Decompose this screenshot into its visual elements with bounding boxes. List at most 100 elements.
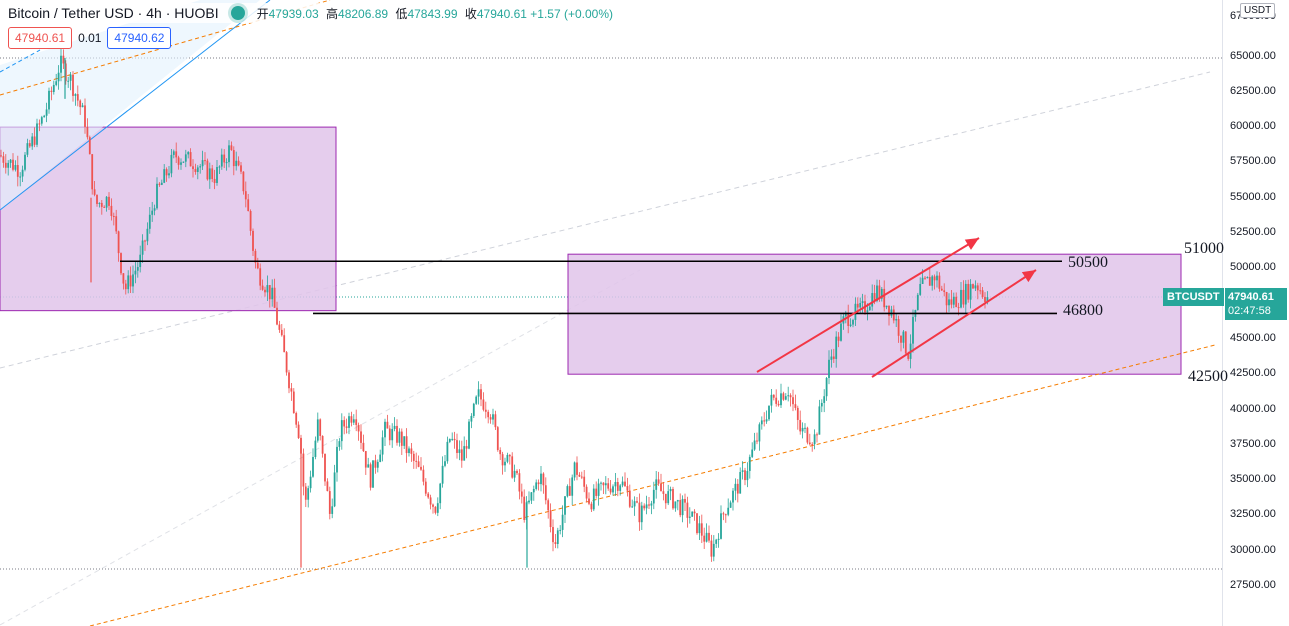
candle-body — [571, 477, 574, 496]
candle-body — [561, 514, 564, 530]
candle-body — [321, 435, 324, 454]
candle-body — [403, 436, 406, 446]
candle-body — [182, 161, 185, 163]
candle-body — [537, 482, 540, 485]
currency-label[interactable]: USDT — [1240, 3, 1276, 18]
candle-body — [585, 486, 588, 499]
candle-body — [187, 152, 190, 155]
candle-body — [669, 489, 672, 492]
candle-body — [292, 391, 295, 414]
last-price-tag: 47940.61 02:47:58 — [1225, 288, 1287, 320]
candle-body — [825, 377, 828, 397]
candle-body — [127, 275, 130, 290]
candle-body — [103, 206, 106, 208]
candle-body — [408, 448, 410, 454]
candle-body — [964, 283, 967, 305]
candle-body — [804, 427, 806, 429]
candle-body — [199, 166, 202, 168]
buy-price-button[interactable]: 47940.62 — [107, 27, 172, 49]
candle-body — [74, 94, 77, 96]
candle-body — [276, 307, 278, 325]
candle-body — [237, 160, 240, 166]
candle-body — [108, 196, 110, 206]
candle-body — [724, 514, 727, 516]
candle-body — [256, 262, 259, 269]
candle-body — [376, 461, 379, 468]
candle-body — [180, 162, 182, 165]
candle-body — [184, 154, 187, 162]
candle-body — [933, 276, 936, 281]
price-chart[interactable] — [0, 0, 1222, 626]
candle-body — [753, 440, 756, 450]
candle-body — [170, 154, 173, 174]
level-label-46800: 46800 — [1063, 302, 1103, 319]
candle-body — [405, 436, 408, 454]
axis-tick: 45000.00 — [1230, 331, 1276, 344]
candle-body — [828, 359, 830, 378]
candle-body — [734, 483, 737, 491]
candle-body — [0, 155, 2, 157]
candle-body — [895, 319, 898, 321]
candle-body — [950, 299, 953, 305]
candle-body — [67, 80, 70, 82]
candle-body — [372, 460, 374, 488]
candle-body — [547, 500, 550, 511]
candle-body — [302, 453, 305, 487]
candle-body — [213, 178, 216, 183]
candle-body — [590, 503, 593, 510]
candle-body — [160, 182, 163, 185]
candle-body — [45, 109, 48, 116]
axis-tick: 55000.00 — [1230, 190, 1276, 203]
candle-body — [501, 454, 504, 466]
candle-body — [273, 287, 276, 308]
candle-body — [304, 486, 307, 500]
candle-body — [4, 162, 7, 168]
candle-body — [249, 210, 252, 231]
candle-body — [384, 421, 386, 438]
candle-body — [458, 449, 461, 453]
candle-body — [777, 403, 780, 406]
candle-body — [331, 506, 334, 514]
candle-body — [712, 543, 715, 557]
sell-price-button[interactable]: 47940.61 — [8, 27, 73, 49]
candle-body — [888, 305, 890, 316]
candle-body — [57, 72, 60, 82]
candle-body — [628, 490, 631, 507]
candle-body — [153, 208, 156, 211]
candle-body — [820, 402, 823, 407]
candle-body — [91, 154, 94, 190]
candle-body — [216, 167, 218, 183]
candle-body — [86, 126, 89, 138]
candle-body — [400, 431, 403, 446]
candle-body — [780, 393, 782, 406]
candle-body — [175, 151, 178, 158]
candle-body — [220, 154, 223, 167]
candle-body — [348, 416, 350, 428]
candle-body — [962, 289, 965, 305]
level-label-50500: 50500 — [1068, 254, 1108, 271]
candle-body — [852, 319, 854, 325]
candle-body — [446, 441, 449, 462]
candle-body — [410, 448, 413, 454]
candle-body — [739, 472, 742, 494]
level-label-42500: 42500 — [1188, 368, 1228, 385]
candle-body — [691, 511, 694, 517]
candle-body — [816, 434, 818, 436]
symbol-title[interactable]: Bitcoin / Tether USD · 4h · HUOBI — [8, 5, 219, 21]
candle-body — [494, 414, 497, 428]
candle-body — [876, 285, 878, 302]
candle-body — [885, 305, 888, 308]
candle-body — [168, 173, 170, 176]
candle-body — [172, 151, 175, 155]
candle-body — [319, 419, 322, 436]
candle-body — [868, 306, 871, 311]
candle-body — [345, 426, 348, 428]
candle-body — [940, 288, 943, 291]
candle-body — [705, 532, 708, 542]
candle-body — [312, 456, 314, 477]
candle-body — [398, 431, 401, 443]
candle-body — [144, 240, 146, 242]
candle-body — [643, 505, 646, 509]
candle-body — [7, 162, 10, 168]
